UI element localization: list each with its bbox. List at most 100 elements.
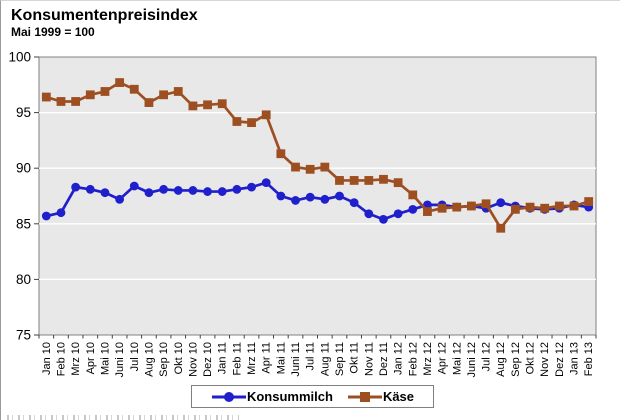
data-point-käse-nov-11 <box>364 176 374 185</box>
x-axis-label-jan-10: Jan 10 <box>41 342 53 375</box>
y-axis-label-80: 80 <box>16 272 31 287</box>
data-point-käse-jul-12 <box>481 199 491 209</box>
x-axis-label-dez-10: Dez 10 <box>202 342 214 377</box>
legend-item-kaese: Käse <box>347 389 414 404</box>
x-axis-label-mrz-10: Mrz 10 <box>70 342 82 376</box>
data-point-käse-feb-12 <box>408 190 418 200</box>
data-point-käse-mrz-10 <box>71 97 81 106</box>
x-axis-label-nov-10: Nov 10 <box>187 342 199 377</box>
y-axis-label-85: 85 <box>16 216 31 231</box>
data-point-käse-sep-10 <box>159 90 168 100</box>
x-axis-label-mai-11: Mai 11 <box>275 342 287 374</box>
data-point-käse-dez-12 <box>554 201 564 211</box>
chart-header: Konsumentenpreisindex Mai 1999 = 100 <box>11 6 198 40</box>
x-axis-label-jul-10: Jul 10 <box>129 342 141 371</box>
data-point-konsummilch-feb-11 <box>232 184 242 194</box>
data-point-konsummilch-mai-10 <box>100 188 110 198</box>
data-point-konsummilch-mrz-11 <box>247 182 256 192</box>
legend-item-konsummilch: Konsummilch <box>211 389 333 404</box>
x-axis-label-feb-13: Feb 13 <box>583 342 595 376</box>
data-point-käse-jan-12 <box>393 178 403 188</box>
data-point-konsummilch-feb-12 <box>408 204 418 214</box>
x-axis-label-feb-12: Feb 12 <box>407 342 419 376</box>
data-point-käse-feb-13 <box>584 197 594 206</box>
x-axis-label-nov-12: Nov 12 <box>539 342 551 377</box>
data-point-konsummilch-jul-10 <box>129 181 139 191</box>
x-axis-label-jan-11: Jan 11 <box>217 342 229 374</box>
data-point-käse-juni-12 <box>467 201 476 211</box>
data-point-käse-apr-10 <box>85 90 95 100</box>
x-axis-label-jul-11: Jul 11 <box>305 342 317 371</box>
data-point-käse-aug-11 <box>320 162 330 172</box>
chart-subtitle: Mai 1999 = 100 <box>11 25 95 39</box>
data-point-käse-juni-10 <box>115 78 125 87</box>
truncated-caption-text <box>7 415 239 420</box>
x-axis-label-okt-10: Okt 10 <box>173 342 185 374</box>
x-axis-label-dez-12: Dez 12 <box>554 342 566 377</box>
data-point-käse-juni-11 <box>291 162 300 172</box>
x-axis-label-sep-11: Sep 11 <box>334 342 346 376</box>
x-axis-label-okt-12: Okt 12 <box>525 342 537 374</box>
data-point-käse-feb-10 <box>56 97 66 106</box>
data-point-käse-jul-10 <box>129 84 139 94</box>
x-axis-label-mrz-12: Mrz 12 <box>422 342 434 376</box>
plot-area <box>38 56 597 336</box>
data-point-käse-jan-10 <box>41 92 51 102</box>
data-point-konsummilch-jan-11 <box>217 187 227 196</box>
x-axis-label-aug-10: Aug 10 <box>143 342 155 377</box>
data-point-käse-mai-11 <box>276 149 286 159</box>
data-point-konsummilch-okt-10 <box>173 186 183 195</box>
y-axis-label-90: 90 <box>16 161 31 176</box>
data-point-käse-dez-10 <box>203 100 212 110</box>
x-axis-label-feb-10: Feb 10 <box>55 342 67 376</box>
data-point-käse-mai-10 <box>100 87 110 96</box>
data-point-konsummilch-jan-10 <box>41 211 51 221</box>
data-point-konsummilch-nov-11 <box>364 209 374 219</box>
x-axis-label-apr-10: Apr 10 <box>85 342 97 374</box>
x-axis-label-mai-12: Mai 12 <box>451 342 463 375</box>
x-axis-label-aug-12: Aug 12 <box>495 342 507 377</box>
data-point-käse-jan-13 <box>569 201 579 211</box>
kaese-line-marker-icon <box>347 391 382 402</box>
legend-label-konsummilch: Konsummilch <box>246 389 333 404</box>
data-point-käse-mrz-12 <box>423 207 432 216</box>
data-point-käse-okt-10 <box>173 87 183 96</box>
data-point-käse-mrz-11 <box>247 118 256 128</box>
data-point-konsummilch-mai-11 <box>276 191 286 201</box>
data-point-konsummilch-juni-11 <box>291 196 300 205</box>
data-point-käse-feb-11 <box>232 117 242 126</box>
data-point-konsummilch-apr-11 <box>261 178 271 188</box>
x-axis-label-sep-10: Sep 10 <box>158 342 170 377</box>
x-axis-label-mrz-11: Mrz 11 <box>246 342 258 375</box>
y-axis-label-75: 75 <box>16 328 31 343</box>
data-point-konsummilch-dez-10 <box>203 187 212 196</box>
y-axis-label-100: 100 <box>8 50 31 65</box>
data-point-konsummilch-okt-11 <box>349 198 359 208</box>
x-axis-label-dez-11: Dez 11 <box>378 342 390 376</box>
data-point-konsummilch-sep-10 <box>159 184 168 194</box>
data-point-konsummilch-sep-11 <box>335 191 344 201</box>
data-point-konsummilch-jul-11 <box>305 192 315 202</box>
data-point-konsummilch-nov-10 <box>188 186 198 195</box>
x-axis-label-okt-11: Okt 11 <box>349 342 361 374</box>
x-axis-label-apr-11: Apr 11 <box>261 342 273 374</box>
legend: Konsummilch Käse <box>191 385 434 408</box>
data-point-käse-aug-12 <box>496 223 506 233</box>
data-point-konsummilch-feb-10 <box>56 208 66 218</box>
data-point-käse-sep-12 <box>510 204 520 214</box>
data-point-käse-apr-11 <box>261 110 271 120</box>
data-point-käse-okt-12 <box>525 202 535 212</box>
data-point-käse-nov-10 <box>188 101 198 111</box>
data-point-käse-dez-11 <box>379 174 388 184</box>
data-point-käse-sep-11 <box>335 176 344 185</box>
x-axis-label-juni-12: Juni 12 <box>466 342 478 377</box>
data-point-konsummilch-dez-11 <box>379 214 388 224</box>
data-point-käse-aug-10 <box>144 98 154 107</box>
x-axis-label-apr-12: Apr 12 <box>437 342 449 374</box>
legend-label-kaese: Käse <box>382 389 415 404</box>
data-point-konsummilch-aug-12 <box>496 198 506 208</box>
data-point-konsummilch-mrz-10 <box>71 182 81 192</box>
x-axis-label-jan-13: Jan 13 <box>569 342 581 375</box>
